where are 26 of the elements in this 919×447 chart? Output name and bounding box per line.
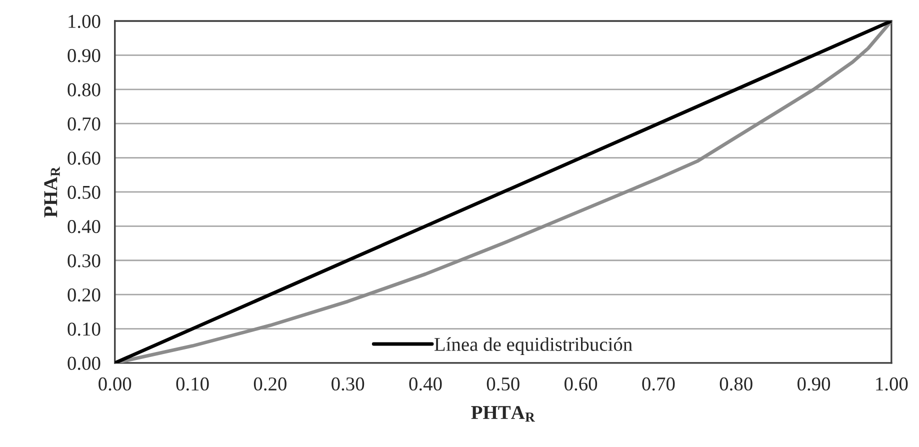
x-tick-label: 0.50 <box>486 377 520 391</box>
x-tick-label: 0.10 <box>176 377 209 391</box>
y-tick-label: 0.10 <box>68 322 100 336</box>
y-tick-label: 0.20 <box>68 288 100 302</box>
y-tick-label: 0.30 <box>68 254 100 268</box>
x-tick-label: 0.00 <box>98 377 132 391</box>
line-series <box>114 21 892 363</box>
y-tick-label: 1.00 <box>68 14 100 28</box>
x-axis-title: PHTA$_{R}$ <box>471 406 535 422</box>
x-tick-label: 0.70 <box>642 377 675 391</box>
y-tick-label: 0.70 <box>68 117 100 131</box>
y-tick-label: 0.40 <box>68 220 100 234</box>
x-tick-label: 1.00 <box>876 377 908 391</box>
x-tick-label: 0.60 <box>564 377 598 391</box>
y-tick-label: 0.60 <box>68 152 100 165</box>
legend-label: Línea de equidistribución <box>434 337 632 355</box>
x-tick-label: 0.80 <box>720 377 752 391</box>
x-tick-label: 0.40 <box>409 377 442 391</box>
y-tick-label: 0.90 <box>68 49 100 62</box>
x-tick-label: 0.20 <box>254 377 286 391</box>
y-tick-label: 0.50 <box>68 186 100 200</box>
x-tick-label: 0.30 <box>332 377 364 391</box>
y-tick-label: 0.80 <box>68 83 100 96</box>
y-tick-label: 0.00 <box>68 356 100 370</box>
y-axis-title: PHA$_{R}$ <box>44 166 60 218</box>
x-tick-label: 0.90 <box>798 377 830 391</box>
